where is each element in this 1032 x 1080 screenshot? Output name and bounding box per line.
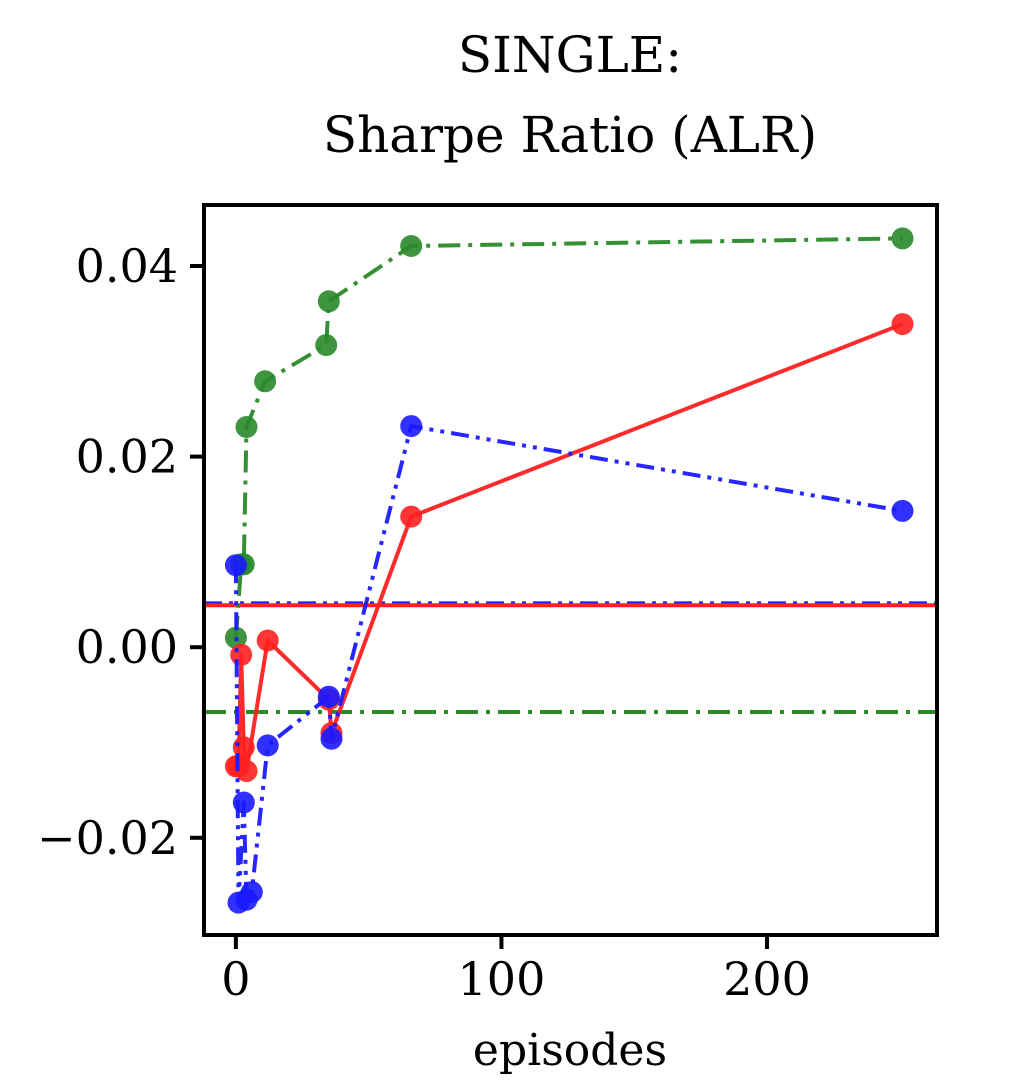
y-tick-label: 0.04 bbox=[76, 239, 178, 293]
y-tick-label: 0.00 bbox=[76, 620, 178, 674]
green-point bbox=[891, 227, 914, 250]
red-series-line bbox=[235, 322, 904, 774]
blue-series-line bbox=[233, 424, 903, 905]
green-point bbox=[235, 416, 258, 438]
x-tick-label: 0 bbox=[221, 952, 250, 1006]
red-point bbox=[891, 313, 914, 336]
blue-point bbox=[224, 554, 247, 577]
blue-point bbox=[240, 881, 263, 904]
y-tick-label: 0.02 bbox=[76, 430, 178, 484]
y-tick-label: −0.02 bbox=[37, 811, 178, 865]
chart-title-line-1: SINGLE: bbox=[458, 26, 682, 84]
green-point bbox=[317, 290, 340, 313]
green-point bbox=[315, 334, 338, 357]
green-point bbox=[254, 370, 277, 393]
red-point bbox=[400, 505, 423, 528]
red-point bbox=[232, 736, 255, 759]
blue-point bbox=[256, 734, 279, 757]
blue-point bbox=[400, 415, 423, 438]
red-point bbox=[256, 629, 279, 652]
plot-area-frame bbox=[202, 203, 939, 937]
x-tick-label: 100 bbox=[458, 952, 546, 1006]
x-tick-label: 200 bbox=[723, 952, 811, 1006]
green-point bbox=[400, 235, 423, 257]
blue-point bbox=[320, 727, 343, 750]
red-point bbox=[230, 643, 253, 666]
x-axis-label: episodes bbox=[473, 1025, 667, 1076]
blue-point bbox=[232, 791, 255, 814]
chart-title: SINGLE: Sharpe Ratio (ALR) bbox=[323, 26, 817, 164]
blue-point bbox=[317, 685, 340, 708]
chart-title-line-2: Sharpe Ratio (ALR) bbox=[323, 106, 817, 164]
red-point bbox=[235, 760, 258, 783]
blue-point bbox=[891, 499, 914, 522]
